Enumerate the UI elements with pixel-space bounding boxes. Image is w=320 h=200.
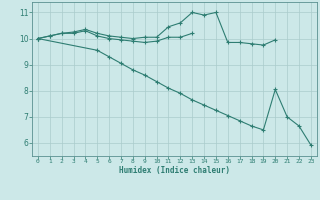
X-axis label: Humidex (Indice chaleur): Humidex (Indice chaleur)	[119, 166, 230, 175]
